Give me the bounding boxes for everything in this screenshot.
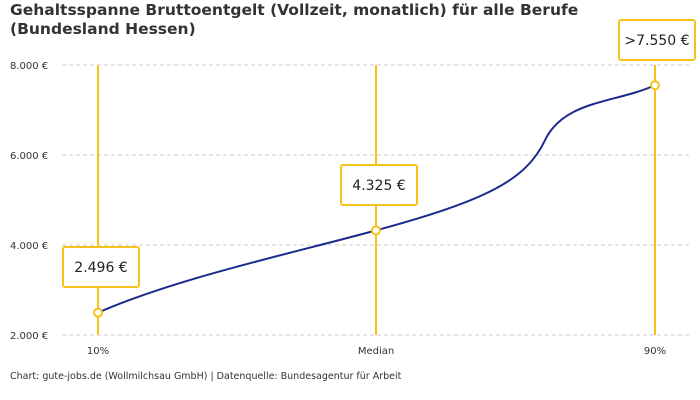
data-label-box <box>62 246 140 288</box>
x-tick-label: 90% <box>644 346 666 357</box>
data-point <box>371 225 381 236</box>
data-label-box <box>340 164 418 206</box>
x-tick-label: Median <box>358 346 394 357</box>
chart-source: Chart: gute-jobs.de (Wollmilchsau GmbH) … <box>10 371 402 382</box>
data-label: 4.325 € <box>352 178 405 194</box>
data-label: >7.550 € <box>624 33 689 49</box>
y-tick-label: 6.000 € <box>10 151 48 162</box>
data-label: 2.496 € <box>74 260 127 276</box>
y-tick-label: 4.000 € <box>10 241 48 252</box>
x-tick-label: 10% <box>87 346 109 357</box>
y-tick-label: 2.000 € <box>10 331 48 342</box>
chart-title: Gehaltsspanne Bruttoentgelt (Vollzeit, m… <box>10 1 579 38</box>
data-point <box>93 307 103 318</box>
data-label-box <box>618 19 696 61</box>
data-point <box>650 80 660 91</box>
series-line <box>97 84 656 314</box>
y-tick-label: 8.000 € <box>10 61 48 72</box>
